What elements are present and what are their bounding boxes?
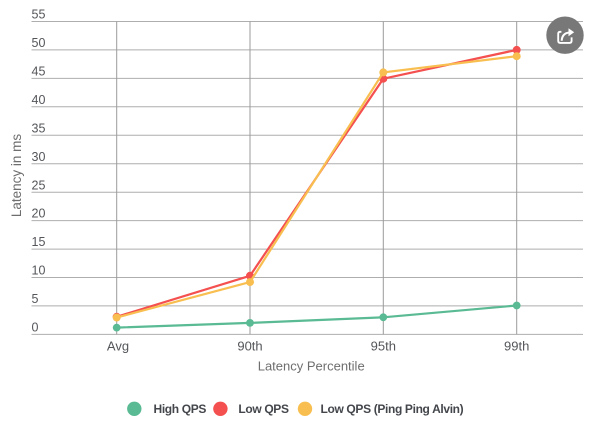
svg-text:55: 55 bbox=[32, 8, 46, 22]
svg-text:Avg: Avg bbox=[107, 339, 129, 354]
svg-text:5: 5 bbox=[32, 292, 39, 306]
svg-text:40: 40 bbox=[32, 93, 46, 107]
svg-text:Low QPS (Ping Ping Alvin): Low QPS (Ping Ping Alvin) bbox=[321, 402, 464, 416]
svg-text:45: 45 bbox=[32, 65, 46, 79]
svg-text:90th: 90th bbox=[237, 339, 262, 354]
svg-text:20: 20 bbox=[32, 207, 46, 221]
svg-text:25: 25 bbox=[32, 178, 46, 192]
svg-text:Low QPS: Low QPS bbox=[238, 402, 289, 416]
svg-text:15: 15 bbox=[32, 235, 46, 249]
svg-text:Latency in ms: Latency in ms bbox=[9, 134, 24, 218]
svg-text:30: 30 bbox=[32, 150, 46, 164]
svg-text:50: 50 bbox=[32, 36, 46, 50]
svg-text:0: 0 bbox=[32, 321, 39, 335]
svg-text:Latency Percentile: Latency Percentile bbox=[258, 359, 365, 374]
svg-text:10: 10 bbox=[32, 264, 46, 278]
svg-text:High QPS: High QPS bbox=[154, 402, 207, 416]
svg-text:35: 35 bbox=[32, 121, 46, 135]
svg-text:99th: 99th bbox=[504, 339, 529, 354]
svg-text:95th: 95th bbox=[371, 339, 396, 354]
